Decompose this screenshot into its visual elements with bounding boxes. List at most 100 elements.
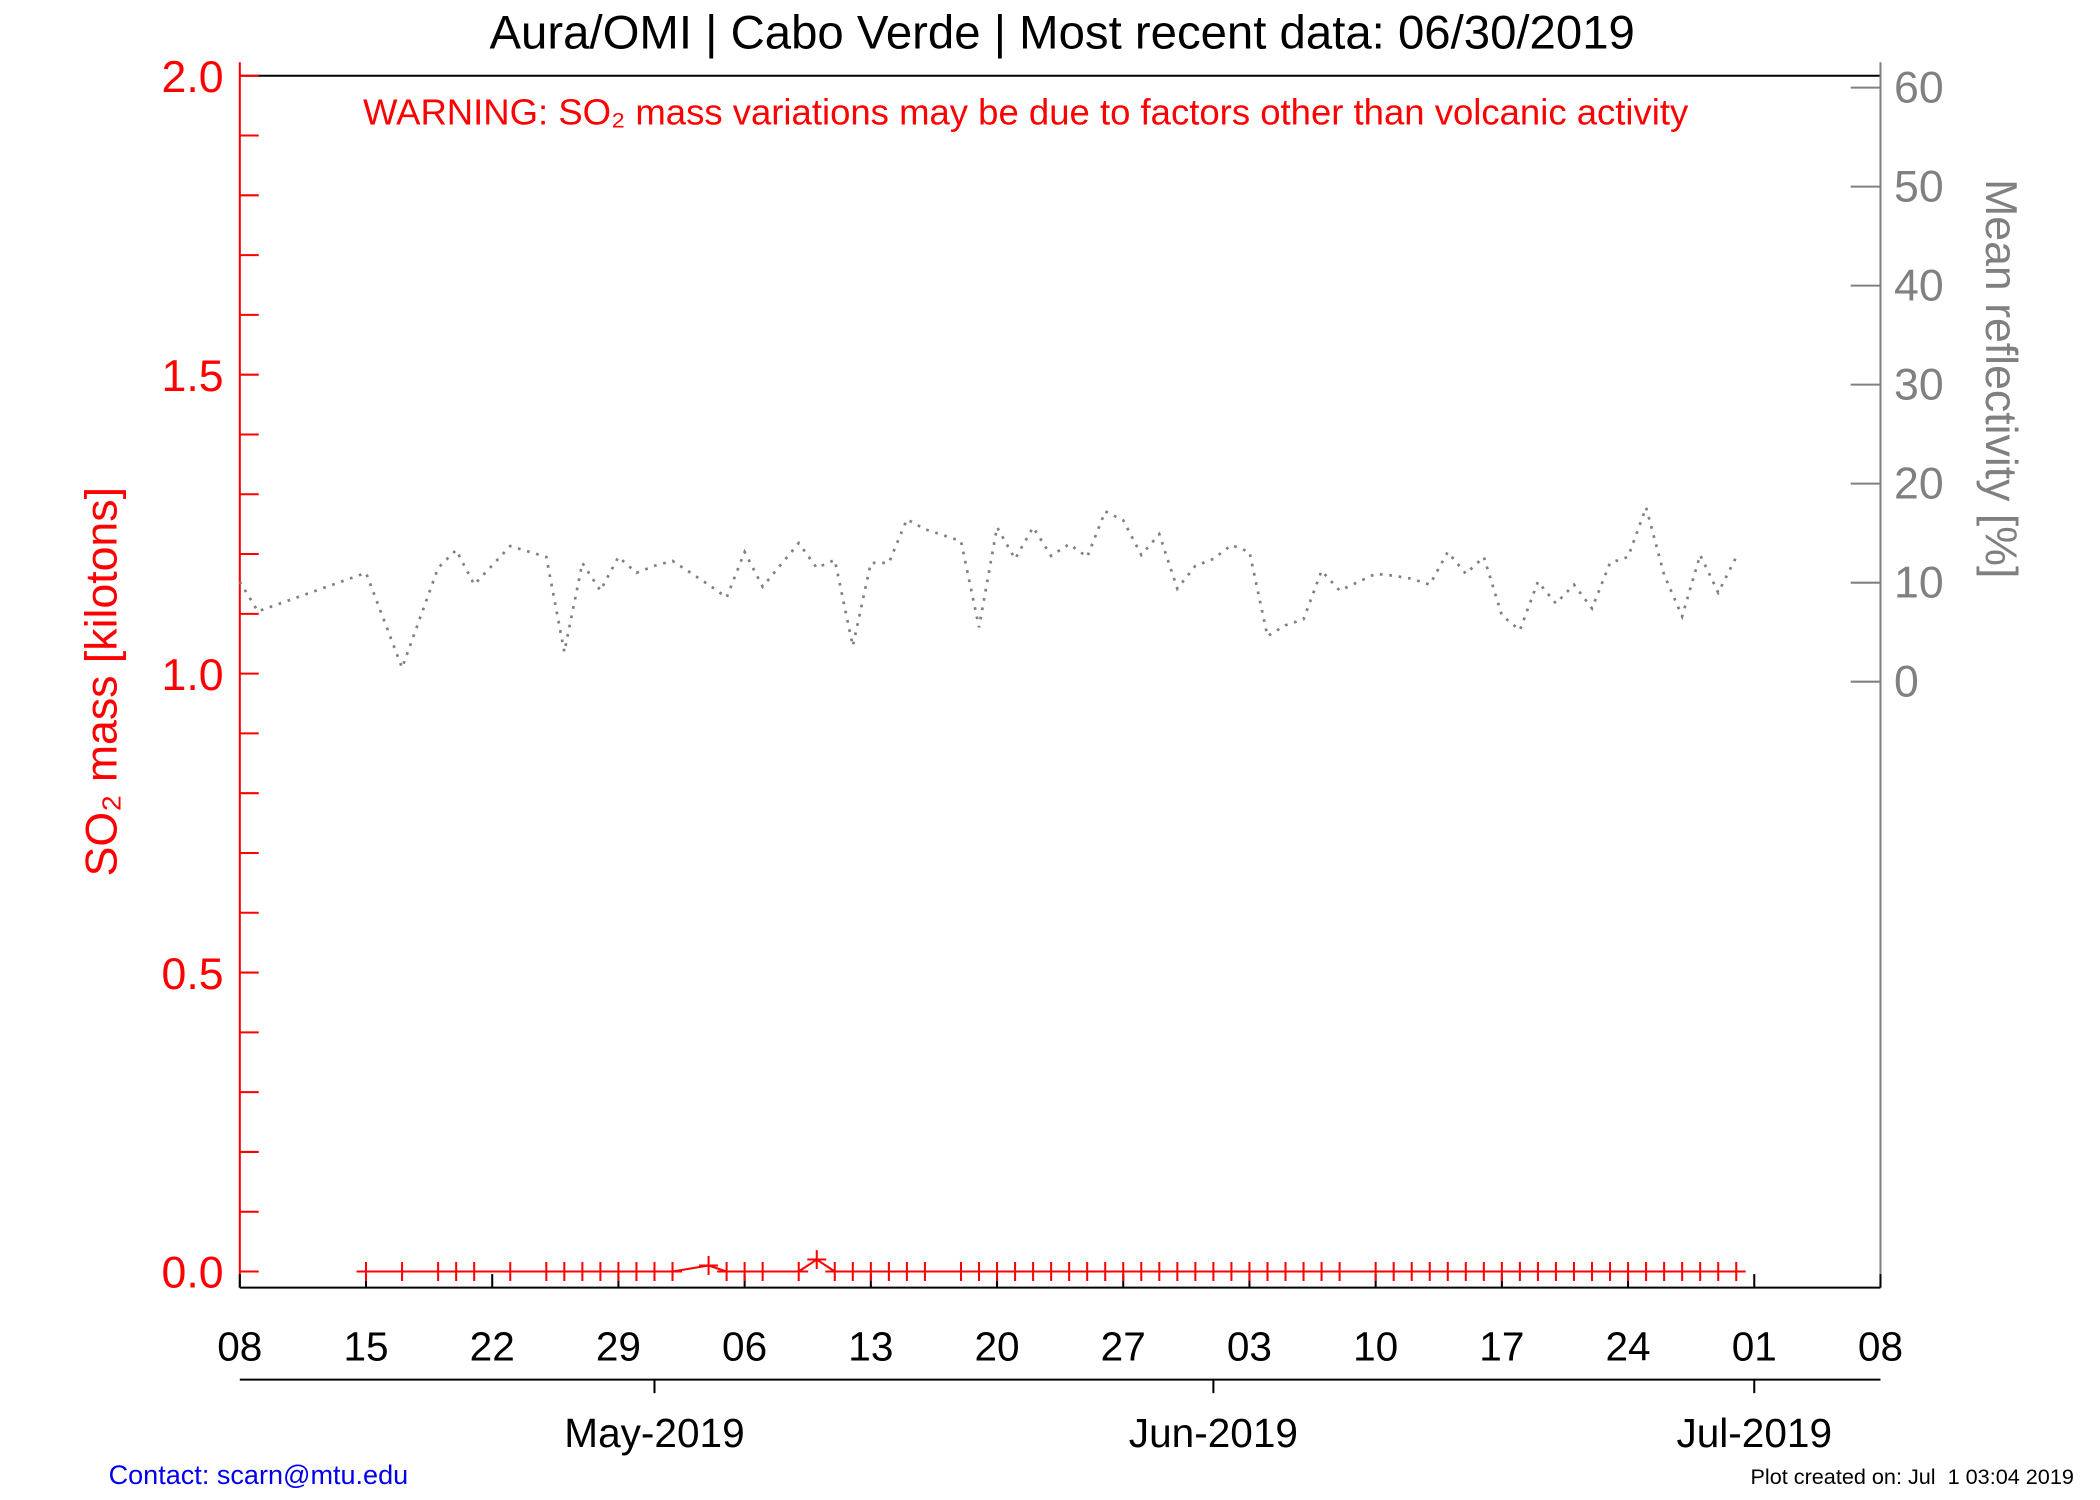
so2-marker [915, 1262, 935, 1281]
so2-marker [1221, 1262, 1241, 1281]
so2-marker [1258, 1262, 1277, 1281]
so2-marker [608, 1262, 628, 1281]
so2-marker [1456, 1262, 1476, 1281]
so2-marker [717, 1262, 737, 1281]
so2-marker [428, 1262, 448, 1281]
x-tick-label: 08 [1858, 1324, 1903, 1370]
x-tick-label: 17 [1479, 1324, 1524, 1370]
x-tick-label: 15 [343, 1324, 388, 1370]
so2-marker [446, 1262, 466, 1281]
so2-marker [951, 1262, 971, 1281]
so2-marker [1510, 1262, 1530, 1281]
so2-marker [1041, 1262, 1061, 1281]
chart-title: Aura/OMI | Cabo Verde | Most recent data… [489, 7, 1634, 60]
so2-marker [1636, 1262, 1656, 1281]
so2-marker [1582, 1262, 1602, 1281]
so2-marker [1726, 1262, 1746, 1281]
so2-marker [1312, 1262, 1332, 1281]
so2-marker [1384, 1262, 1404, 1281]
so2-marker [825, 1262, 845, 1281]
so2-marker [1474, 1262, 1494, 1281]
so2-marker [1618, 1262, 1638, 1281]
so2-marker [663, 1262, 682, 1281]
so2-marker [1185, 1262, 1205, 1281]
so2-marker [536, 1262, 556, 1281]
so2-marker [897, 1262, 917, 1281]
so2-marker [1366, 1262, 1386, 1281]
warning: WARNING: SO₂ mass variations may be due … [363, 91, 1689, 132]
y-tick-label: 1.0 [162, 651, 224, 700]
x-tick-label: 10 [1353, 1324, 1398, 1370]
y2-tick-label: 10 [1894, 559, 1944, 608]
month-tick-label: May-2019 [564, 1410, 744, 1456]
so2-marker [1077, 1262, 1097, 1281]
so2-marker [1654, 1262, 1674, 1281]
y2-tick-label: 20 [1894, 460, 1944, 509]
so2-marker [1149, 1262, 1169, 1281]
y-axis-label: SO₂ mass [kilotons] [78, 487, 127, 876]
so2-marker [626, 1262, 646, 1281]
so2-marker [1546, 1262, 1566, 1281]
so2-marker [861, 1262, 881, 1281]
x-tick-label: 13 [848, 1324, 893, 1370]
x-tick-label: 22 [470, 1324, 515, 1370]
x-tick-label: 29 [596, 1324, 641, 1370]
so2-marker [1438, 1262, 1458, 1281]
so2-marker [1564, 1262, 1584, 1281]
x-tick-label: 03 [1227, 1324, 1272, 1370]
x-tick-label: 20 [974, 1324, 1019, 1370]
y2-tick-label: 50 [1894, 163, 1944, 212]
month-tick-label: Jul-2019 [1676, 1410, 1832, 1456]
so2-marker [1600, 1262, 1620, 1281]
so2-marker [1113, 1262, 1133, 1281]
so2-marker [1276, 1262, 1295, 1281]
so2-marker [572, 1262, 592, 1281]
so2-marker [969, 1262, 989, 1281]
y2-axis-label: Mean reflectivity [%] [1976, 179, 2025, 578]
so2-marker [1402, 1262, 1422, 1281]
so2-marker [590, 1262, 610, 1281]
so2-marker [356, 1262, 376, 1281]
x-tick-label: 01 [1732, 1324, 1777, 1370]
reflectivity-line [238, 502, 1738, 672]
x-tick-label: 27 [1101, 1324, 1146, 1370]
y2-tick-label: 0 [1894, 658, 1919, 707]
so2-marker [789, 1262, 809, 1281]
so2-marker [464, 1262, 484, 1281]
so2-marker [735, 1262, 755, 1281]
y2-tick-label: 30 [1894, 361, 1944, 410]
so2-marker [392, 1262, 412, 1281]
so2-marker [1528, 1262, 1548, 1281]
so2-marker [1239, 1262, 1259, 1281]
so2-marker [554, 1262, 574, 1281]
so2-marker [1294, 1262, 1314, 1281]
so2-marker [1131, 1262, 1151, 1281]
y2-tick-label: 60 [1894, 64, 1944, 113]
month-tick-label: Jun-2019 [1129, 1410, 1298, 1456]
so2-marker [1059, 1262, 1079, 1281]
so2-marker [879, 1262, 899, 1281]
x-tick-label: 24 [1606, 1324, 1651, 1370]
x-tick-label: 08 [217, 1324, 262, 1370]
so2-marker [699, 1256, 719, 1275]
x-tick-label: 06 [722, 1324, 767, 1370]
so2-marker [1095, 1262, 1115, 1281]
so2-marker [645, 1262, 664, 1281]
y2-tick-label: 40 [1894, 262, 1944, 311]
y-tick-label: 0.0 [162, 1249, 224, 1298]
so2-marker [1672, 1262, 1692, 1281]
so2-marker [1492, 1262, 1512, 1281]
y-tick-label: 1.5 [162, 352, 224, 401]
so2-marker [753, 1262, 773, 1281]
so2-marker [1420, 1262, 1440, 1281]
contact: Contact: scarn@mtu.edu [109, 1460, 409, 1490]
y-tick-label: 2.0 [162, 53, 224, 102]
so2-marker [1708, 1262, 1728, 1281]
created-note: Plot created on: Jul 1 03:04 2019 [1750, 1464, 2073, 1489]
so2-marker [843, 1262, 863, 1281]
so2-marker [1203, 1262, 1223, 1281]
so2-marker [1005, 1262, 1025, 1281]
y-tick-label: 0.5 [162, 950, 224, 999]
